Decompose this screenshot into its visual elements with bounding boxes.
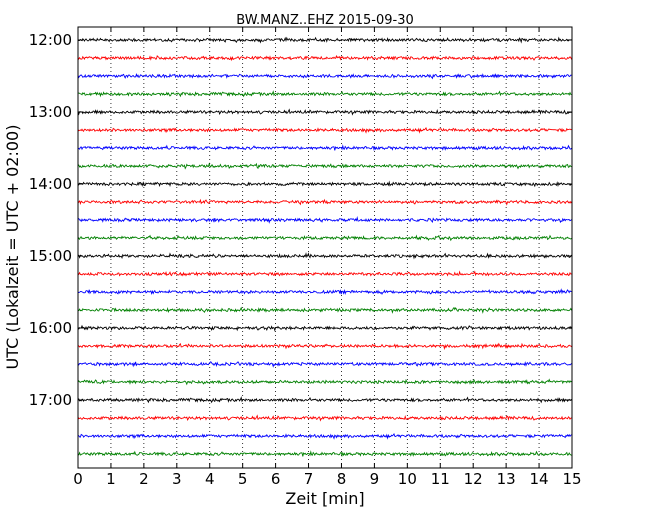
seismic-trace xyxy=(77,252,572,260)
seismic-trace xyxy=(77,216,572,224)
seismic-trace xyxy=(77,450,572,458)
seismic-trace xyxy=(77,324,573,332)
seismic-trace xyxy=(77,361,572,368)
plot-frame xyxy=(77,26,573,469)
x-tick-label: 4 xyxy=(205,470,215,488)
seismic-trace xyxy=(77,342,572,351)
x-tick-label: 15 xyxy=(562,470,581,488)
x-tick-label: 13 xyxy=(497,470,516,488)
ticks xyxy=(77,27,573,468)
y-tick-label: 14:00 xyxy=(29,175,72,193)
seismic-trace xyxy=(77,36,572,44)
seismic-trace xyxy=(77,72,572,80)
x-tick-label: 10 xyxy=(398,470,417,488)
x-tick-label: 14 xyxy=(530,470,549,488)
x-tick-label: 9 xyxy=(370,470,380,488)
x-tick-label: 6 xyxy=(271,470,281,488)
chart-title: BW.MANZ..EHZ 2015-09-30 xyxy=(236,13,414,28)
seismic-trace xyxy=(77,396,572,404)
seismic-trace xyxy=(77,432,572,440)
y-tick-label: 17:00 xyxy=(29,391,72,409)
seismic-trace xyxy=(77,162,572,170)
seismic-trace xyxy=(77,288,572,296)
x-tick-label: 3 xyxy=(172,470,182,488)
seismic-trace xyxy=(77,378,572,386)
seismic-trace xyxy=(77,144,572,152)
seismic-trace xyxy=(77,198,572,206)
y-tick-labels: 12:00 13:00 14:00 15:00 16:00 17:00 xyxy=(29,31,72,409)
seismic-trace xyxy=(77,126,572,134)
y-tick-label: 15:00 xyxy=(29,247,72,265)
x-tick-label: 12 xyxy=(464,470,483,488)
traces xyxy=(77,36,573,458)
x-tick-label: 11 xyxy=(431,470,450,488)
seismic-trace xyxy=(77,108,572,116)
seismic-trace xyxy=(77,234,572,242)
x-tick-label: 8 xyxy=(337,470,347,488)
seismic-trace xyxy=(77,306,573,314)
x-axis-title: Zeit [min] xyxy=(285,489,364,508)
vertical-grid xyxy=(110,27,540,468)
x-tick-label: 0 xyxy=(73,470,83,488)
x-tick-label: 7 xyxy=(304,470,314,488)
seismic-trace xyxy=(77,414,572,422)
x-tick-label: 1 xyxy=(106,470,116,488)
y-tick-label: 12:00 xyxy=(29,31,72,49)
seismic-trace xyxy=(77,270,572,277)
y-axis-title: UTC (Lokalzeit = UTC + 02:00) xyxy=(3,125,22,370)
seismic-trace xyxy=(77,90,572,98)
y-tick-label: 13:00 xyxy=(29,103,72,121)
seismic-trace xyxy=(77,54,573,62)
y-tick-label: 16:00 xyxy=(29,319,72,337)
x-tick-labels: 0 1 2 3 4 5 6 7 8 9 10 11 12 13 14 15 xyxy=(73,470,581,488)
x-tick-label: 2 xyxy=(139,470,149,488)
seismic-trace xyxy=(77,180,572,188)
x-tick-label: 5 xyxy=(238,470,248,488)
